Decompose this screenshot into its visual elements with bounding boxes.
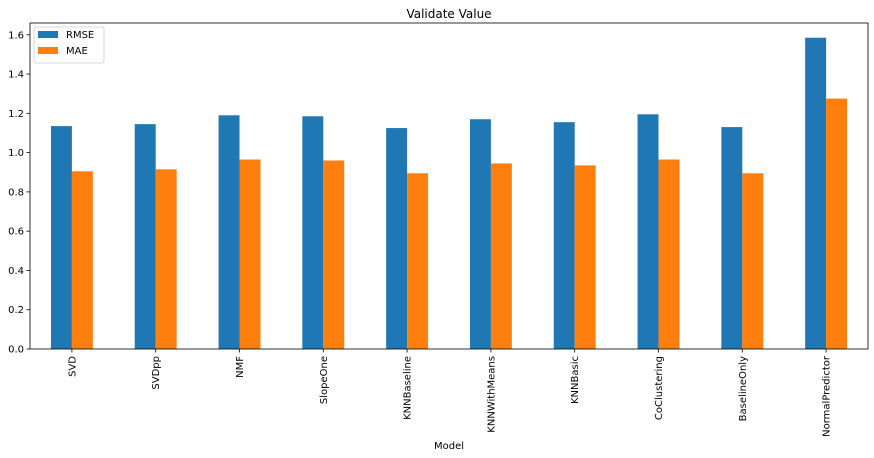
- x-tick-label-knnbasic: KNNBasic: [570, 356, 581, 404]
- y-tick-label: 0.4: [8, 266, 24, 277]
- bar-rmse-svdpp: [134, 124, 156, 350]
- y-tick-label: 1.0: [8, 148, 24, 159]
- bars-group: [50, 37, 848, 350]
- y-tick-label: 0.6: [8, 227, 24, 238]
- legend-swatch-mae: [38, 47, 58, 54]
- x-tick-label-coclustering: CoClustering: [654, 356, 665, 420]
- y-tick-label: 0.8: [8, 187, 24, 198]
- bar-mae-svd: [71, 171, 93, 349]
- bar-rmse-slopeone: [302, 116, 324, 349]
- bar-mae-slopeone: [323, 160, 345, 349]
- bar-mae-normalpredictor: [826, 98, 848, 350]
- x-tick-label-knnwithmeans: KNNWithMeans: [486, 356, 497, 433]
- x-tick-label-baselineonly: BaselineOnly: [738, 356, 749, 421]
- x-tick-label-nmf: NMF: [235, 356, 246, 378]
- y-tick-label: 0.2: [8, 305, 24, 316]
- legend-label-rmse: RMSE: [66, 30, 94, 41]
- x-tick-label-knnbaseline: KNNBaseline: [403, 356, 414, 420]
- y-tick-label: 1.4: [8, 70, 24, 81]
- x-tick-label-svd: SVD: [67, 356, 78, 377]
- bar-rmse-normalpredictor: [805, 37, 827, 350]
- bar-mae-nmf: [239, 159, 261, 349]
- x-tick-label-svdpp: SVDpp: [151, 356, 162, 390]
- legend-swatch-rmse: [38, 31, 58, 38]
- bar-rmse-knnwithmeans: [469, 119, 491, 349]
- x-axis: SVD SVDpp NMF SlopeOne KNNBaseline KNNWithMea…: [67, 349, 833, 437]
- legend: RMSE MAE: [33, 26, 105, 64]
- y-tick-label: 1.2: [8, 109, 24, 120]
- bar-rmse-knnbaseline: [386, 128, 408, 349]
- y-tick-label: 0.0: [8, 345, 24, 356]
- bar-mae-svdpp: [155, 169, 177, 349]
- bar-mae-coclustering: [658, 159, 680, 349]
- bar-mae-knnwithmeans: [490, 163, 512, 349]
- chart-title: Validate Value: [406, 7, 491, 21]
- bar-rmse-baselineonly: [721, 127, 743, 349]
- bar-mae-knnbasic: [574, 165, 596, 349]
- bar-rmse-coclustering: [637, 114, 659, 349]
- legend-label-mae: MAE: [66, 46, 88, 57]
- bar-mae-knnbaseline: [407, 173, 429, 349]
- x-tick-label-normalpredictor: NormalPredictor: [822, 355, 833, 437]
- x-tick-label-slopeone: SlopeOne: [319, 356, 330, 404]
- y-tick-label: 1.6: [8, 30, 24, 41]
- y-axis: 0.0 0.2 0.4 0.6 0.8 1.0 1.2 1.4 1.6: [8, 30, 30, 356]
- bar-rmse-nmf: [218, 115, 240, 349]
- plot-frame: [29, 22, 869, 350]
- bar-mae-baselineonly: [742, 173, 764, 349]
- x-axis-label: Model: [434, 441, 464, 452]
- bar-rmse-svd: [50, 126, 72, 349]
- bar-rmse-knnbasic: [553, 122, 575, 349]
